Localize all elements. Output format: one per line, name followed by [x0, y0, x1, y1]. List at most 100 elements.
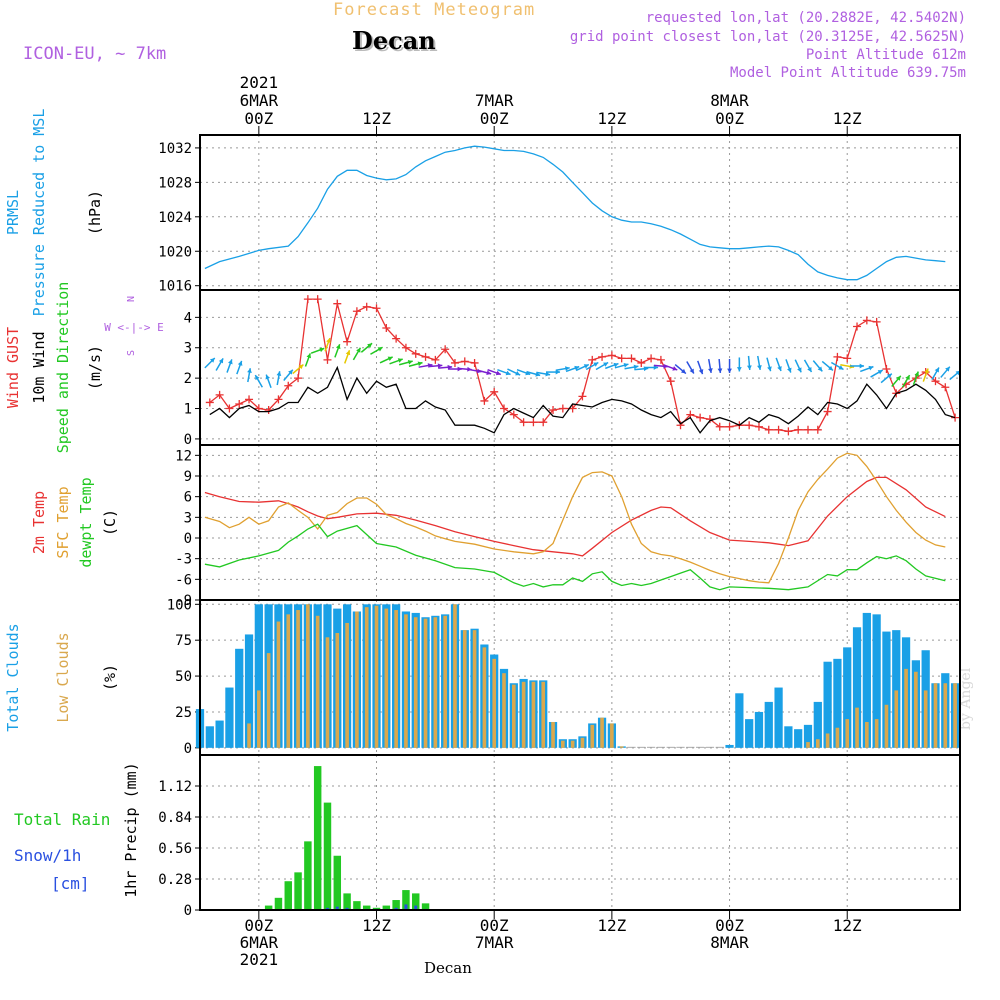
- gust-marker: [274, 395, 283, 404]
- wind-arrow-head: [495, 370, 501, 376]
- clouds-panel: 0 25 50 75 100 Total Clouds Low Clouds (%): [4, 597, 961, 757]
- precip-panel: 0 0.28 0.56 0.84 1.12 Total Rain Snow/1h [cm] 1h…: [14, 754, 961, 919]
- dewpt-temp-line: [204, 523, 946, 591]
- wind-arrow-head: [896, 375, 901, 381]
- panel-label: (%): [101, 664, 119, 691]
- precip-legend-label: Total Rain: [14, 810, 110, 829]
- y-tick-label: 100: [167, 597, 192, 613]
- wind-arrow-head: [914, 371, 920, 377]
- rain-bar: [402, 890, 410, 910]
- precip-frame: [199, 754, 961, 911]
- wind-arrow-head: [564, 366, 570, 371]
- low-cloud-bar: [953, 683, 957, 748]
- gust-marker: [323, 355, 332, 364]
- wind-arrow-head: [247, 368, 252, 373]
- y-tick-label: 2: [184, 371, 192, 387]
- bottom-time-label: 6MAR: [240, 933, 279, 952]
- y-tick-label: -9: [175, 593, 192, 609]
- panel-label: Speed and Direction: [54, 282, 72, 454]
- total-cloud-bar: [764, 701, 773, 748]
- low-cloud-bar: [521, 681, 526, 748]
- gust-marker: [843, 354, 852, 363]
- bottom-time-label: 8MAR: [710, 933, 749, 952]
- gust-marker: [607, 351, 616, 360]
- rain-bar: [362, 905, 371, 910]
- wind-arrow-head: [377, 347, 383, 352]
- gust-marker: [862, 316, 871, 325]
- wind-arrow-head: [653, 365, 659, 370]
- wind-arrow-head: [276, 371, 282, 376]
- gust-marker: [813, 425, 822, 434]
- y-tick-label: 1: [184, 402, 192, 418]
- low-cloud-bar: [502, 673, 506, 748]
- rain-bar: [382, 905, 391, 910]
- total-cloud-bar: [803, 724, 813, 748]
- bottom-time-label: 12Z: [833, 916, 862, 935]
- low-cloud-bar: [306, 604, 310, 748]
- y-tick-label: 6: [184, 490, 192, 506]
- total-cloud-bar: [852, 627, 862, 748]
- total-cloud-bar: [774, 687, 783, 748]
- total-cloud-bar: [715, 746, 724, 748]
- gust-marker: [215, 390, 224, 399]
- y-tick-label: 0: [184, 903, 192, 919]
- total-cloud-bar: [754, 711, 764, 748]
- wind-frame: [199, 289, 961, 446]
- wind-arrow-head: [593, 362, 599, 367]
- rain-bar: [304, 841, 312, 910]
- y-tick-label: 75: [175, 633, 192, 649]
- gust-marker: [333, 299, 342, 308]
- total-cloud-bar: [705, 746, 715, 748]
- wind-arrow-head: [417, 361, 423, 367]
- low-cloud-bar: [914, 671, 918, 748]
- top-time-label: 8MAR: [710, 91, 749, 110]
- bottom-time-label: 7MAR: [475, 933, 514, 952]
- wind-arrow-head: [633, 364, 639, 370]
- low-cloud-bar: [531, 681, 536, 748]
- gust-marker: [372, 304, 381, 313]
- wind-arrow-head: [574, 365, 580, 371]
- wind-arrow-head: [613, 362, 619, 368]
- total-cloud-bar: [646, 746, 656, 748]
- y-tick-label: 0.84: [158, 810, 192, 826]
- wind-arrow-head: [603, 362, 609, 367]
- wind-arrow-head: [265, 374, 271, 380]
- low-cloud-bar: [374, 605, 379, 748]
- gust-marker: [951, 413, 960, 422]
- total-cloud-bar: [843, 647, 852, 748]
- total-cloud-bar: [666, 746, 675, 748]
- low-cloud-bar: [404, 614, 408, 748]
- wind-arrow-head: [209, 357, 215, 363]
- y-tick-label: -3: [175, 552, 192, 568]
- wind-arrow-head: [397, 358, 403, 363]
- low-cloud-bar: [443, 615, 447, 748]
- wind-arrow-head: [237, 360, 243, 366]
- wind-arrow-head: [335, 344, 341, 350]
- gust-marker: [754, 422, 763, 431]
- total-cloud-bar: [637, 746, 646, 748]
- low-cloud-bar: [433, 617, 438, 748]
- compass-south: S: [126, 350, 137, 356]
- y-tick-label: 1024: [158, 210, 192, 226]
- gust-marker: [853, 322, 862, 331]
- rain-bar: [323, 802, 332, 910]
- top-time-label: 7MAR: [475, 91, 514, 110]
- wind-arrow-head: [545, 371, 551, 377]
- gust-marker: [823, 407, 832, 416]
- wind-arrow-head: [356, 347, 361, 353]
- snow-bar: [325, 907, 329, 910]
- total-cloud-bar: [696, 746, 705, 748]
- y-tick-label: 25: [175, 705, 192, 721]
- rain-bar: [294, 872, 302, 910]
- wind-arrow-head: [698, 369, 704, 375]
- snow-bar: [345, 907, 349, 910]
- gust-marker: [745, 421, 754, 430]
- gust-marker: [421, 352, 430, 361]
- y-tick-label: 1032: [158, 141, 192, 157]
- compass-north: N: [126, 296, 137, 302]
- wind-panel: 0 1 2 3 4 Wind GUST 10m Wind Speed and Directio…: [4, 282, 961, 454]
- y-tick-label: 1020: [158, 244, 192, 260]
- total-cloud-bar: [823, 661, 832, 748]
- rain-bar: [412, 893, 420, 910]
